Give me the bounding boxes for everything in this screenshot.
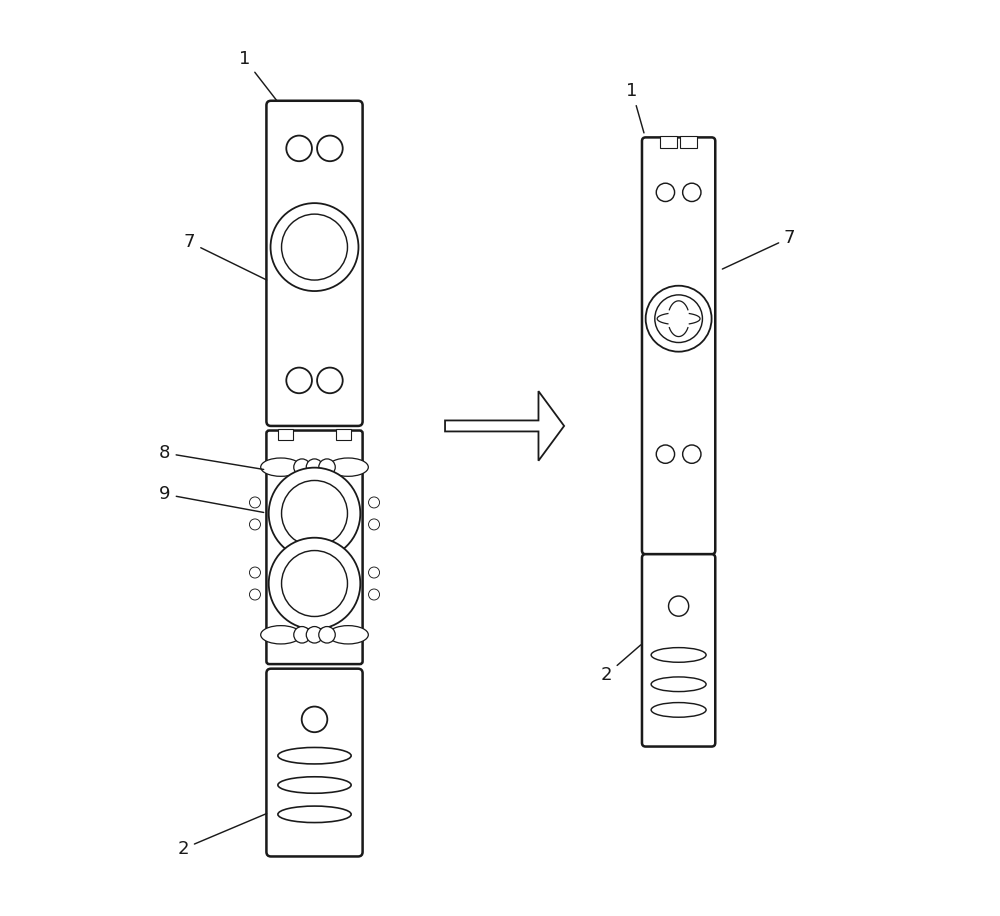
Circle shape: [319, 627, 335, 643]
FancyBboxPatch shape: [266, 669, 363, 856]
Circle shape: [369, 497, 380, 508]
Circle shape: [656, 183, 675, 202]
Ellipse shape: [278, 777, 351, 793]
Circle shape: [294, 627, 310, 643]
Ellipse shape: [651, 677, 706, 692]
Circle shape: [317, 136, 343, 161]
Circle shape: [655, 295, 702, 343]
Circle shape: [286, 136, 312, 161]
Ellipse shape: [261, 626, 301, 644]
FancyBboxPatch shape: [266, 101, 363, 426]
FancyBboxPatch shape: [266, 431, 363, 664]
Text: 7: 7: [184, 234, 267, 280]
Text: 2: 2: [178, 813, 267, 857]
Circle shape: [249, 567, 260, 578]
Bar: [336, 429, 351, 440]
Ellipse shape: [278, 747, 351, 764]
Bar: [278, 429, 293, 440]
Text: 9: 9: [159, 485, 264, 512]
Circle shape: [646, 286, 712, 352]
Circle shape: [683, 183, 701, 202]
Circle shape: [306, 627, 323, 643]
Ellipse shape: [328, 626, 368, 644]
Circle shape: [271, 203, 358, 291]
Circle shape: [306, 459, 323, 475]
Bar: [660, 136, 677, 148]
Ellipse shape: [651, 648, 706, 662]
Ellipse shape: [261, 458, 301, 476]
Circle shape: [249, 589, 260, 600]
Ellipse shape: [278, 806, 351, 823]
Circle shape: [319, 459, 335, 475]
Circle shape: [294, 459, 310, 475]
Circle shape: [369, 567, 380, 578]
FancyBboxPatch shape: [642, 137, 715, 554]
Circle shape: [317, 367, 343, 393]
Text: 2: 2: [601, 645, 641, 683]
Circle shape: [269, 538, 360, 629]
Circle shape: [282, 481, 347, 547]
Circle shape: [282, 214, 347, 280]
Circle shape: [269, 468, 360, 560]
Ellipse shape: [651, 703, 706, 717]
Circle shape: [683, 445, 701, 463]
Text: 7: 7: [722, 229, 795, 269]
Text: 1: 1: [239, 50, 277, 101]
Polygon shape: [445, 391, 564, 461]
FancyBboxPatch shape: [642, 554, 715, 747]
Circle shape: [302, 706, 327, 732]
Text: 1: 1: [626, 82, 644, 133]
Bar: [680, 136, 697, 148]
Circle shape: [286, 367, 312, 393]
Ellipse shape: [328, 458, 368, 476]
Circle shape: [656, 445, 675, 463]
Circle shape: [669, 596, 689, 616]
Text: 8: 8: [159, 444, 264, 470]
Circle shape: [369, 589, 380, 600]
Circle shape: [369, 519, 380, 530]
Circle shape: [249, 519, 260, 530]
Circle shape: [282, 551, 347, 616]
Circle shape: [249, 497, 260, 508]
